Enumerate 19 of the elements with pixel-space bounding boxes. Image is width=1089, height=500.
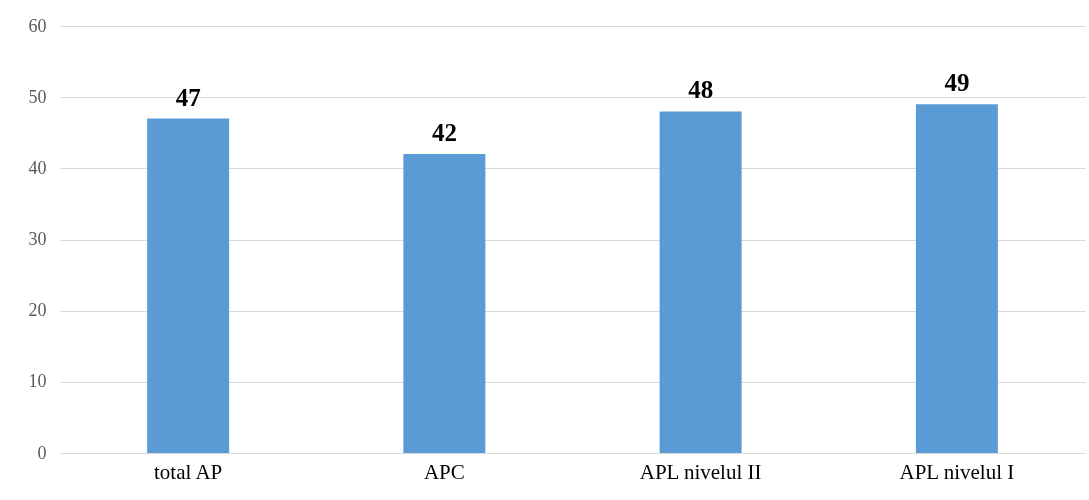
y-tick-label: 20 [28, 300, 47, 321]
y-tick-label: 50 [28, 86, 47, 107]
data-label: 47 [175, 83, 201, 111]
bar [915, 104, 998, 453]
bar [147, 118, 230, 453]
bar [659, 111, 742, 453]
x-tick-label: total AP [153, 459, 223, 484]
data-label: 42 [431, 119, 457, 147]
y-tick-label: 60 [28, 15, 47, 36]
x-tick-label: APL nivelul II [639, 459, 762, 484]
x-tick-label: APC [423, 459, 465, 484]
y-tick-label: 0 [37, 442, 47, 463]
y-tick-label: 10 [28, 371, 47, 392]
data-label: 48 [688, 76, 714, 104]
bar [403, 154, 486, 453]
data-label: 49 [944, 69, 970, 97]
y-tick-label: 40 [28, 157, 47, 178]
y-tick-label: 30 [28, 229, 47, 249]
x-tick-label: APL nivelul I [899, 459, 1015, 484]
